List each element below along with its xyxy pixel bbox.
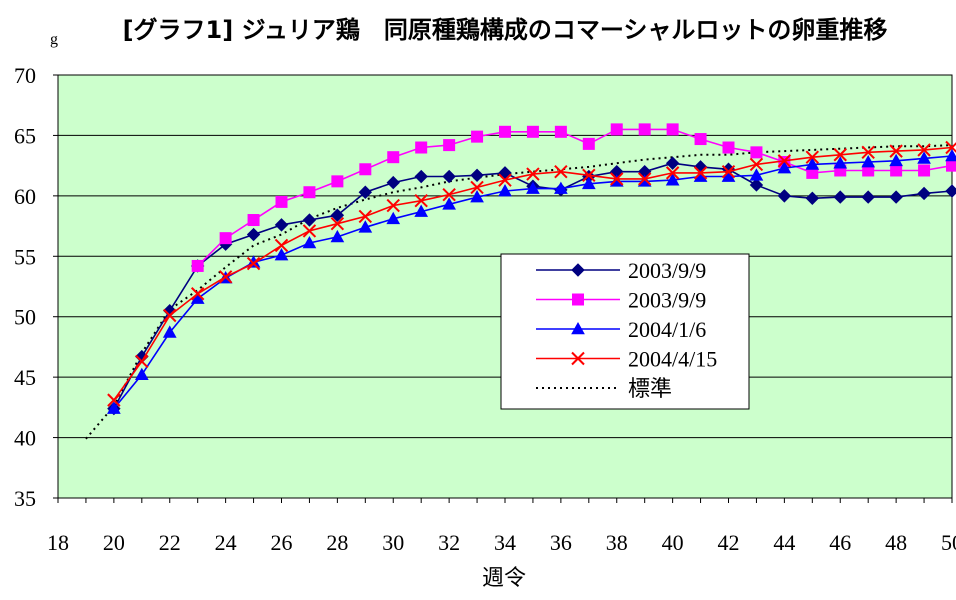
x-tick-label: 20 (103, 530, 125, 555)
marker-square (332, 176, 343, 187)
legend-label: 2003/9/9 (628, 258, 706, 283)
legend-label: 標準 (628, 376, 672, 401)
y-tick-label: 40 (14, 426, 36, 451)
y-tick-label: 65 (14, 123, 36, 148)
x-tick-label: 46 (829, 530, 851, 555)
y-tick-label: 60 (14, 184, 36, 209)
marker-square (611, 124, 622, 135)
marker-square (276, 196, 287, 207)
x-tick-label: 30 (382, 530, 404, 555)
legend-label: 2003/9/9 (628, 288, 706, 313)
marker-square (947, 160, 956, 171)
x-tick-label: 28 (326, 530, 348, 555)
legend: 2003/9/9 2003/9/9 2004/1/6 2004/4/15 標準 (501, 254, 749, 409)
y-tick-label: 35 (14, 486, 36, 511)
y-tick-label: 55 (14, 244, 36, 269)
marker-square (555, 126, 566, 137)
y-tick-label: 70 (14, 63, 36, 88)
x-tick-label: 44 (773, 530, 795, 555)
x-axis-title: 週令 (482, 566, 526, 591)
y-tick-label: 45 (14, 365, 36, 390)
x-tick-label: 26 (271, 530, 293, 555)
x-tick-label: 34 (494, 530, 516, 555)
marker-square (388, 152, 399, 163)
x-tick-label: 22 (159, 530, 181, 555)
marker-square (919, 165, 930, 176)
chart-title: [グラフ1] ジュリア鶏 同原種鶏構成のコマーシャルロットの卵重推移 (123, 16, 888, 44)
marker-square (695, 134, 706, 145)
x-tick-label: 40 (662, 530, 684, 555)
x-tick-label: 32 (438, 530, 460, 555)
x-tick-label: 38 (606, 530, 628, 555)
marker-square (416, 142, 427, 153)
legend-label: 2004/1/6 (628, 317, 706, 342)
x-tick-label: 36 (550, 530, 572, 555)
y-tick-label: 50 (14, 305, 36, 330)
x-tick-label: 50 (941, 530, 956, 555)
marker-square (360, 164, 371, 175)
marker-square (891, 165, 902, 176)
x-tick-label: 18 (47, 530, 69, 555)
legend-box (501, 254, 749, 409)
marker-square (500, 126, 511, 137)
marker-square (444, 140, 455, 151)
legend-label: 2004/4/15 (628, 347, 717, 372)
marker-square (639, 124, 650, 135)
x-tick-label: 42 (718, 530, 740, 555)
x-axis-ticks: 18 20 22 24 26 28 30 32 34 36 38 40 42 44 46 48 50 (47, 530, 956, 555)
marker-square (573, 294, 584, 305)
marker-square (192, 260, 203, 271)
marker-square (667, 124, 678, 135)
marker-square (220, 233, 231, 244)
marker-square (583, 138, 594, 149)
marker-square (248, 215, 259, 226)
marker-square (751, 147, 762, 158)
marker-square (723, 142, 734, 153)
y-axis-unit-label: g (50, 31, 58, 48)
y-axis-ticks: 35 40 45 50 55 60 65 70 (14, 63, 36, 511)
marker-square (527, 126, 538, 137)
x-tick-label: 48 (885, 530, 907, 555)
marker-square (304, 187, 315, 198)
marker-square (472, 131, 483, 142)
x-tick-label: 24 (215, 530, 237, 555)
